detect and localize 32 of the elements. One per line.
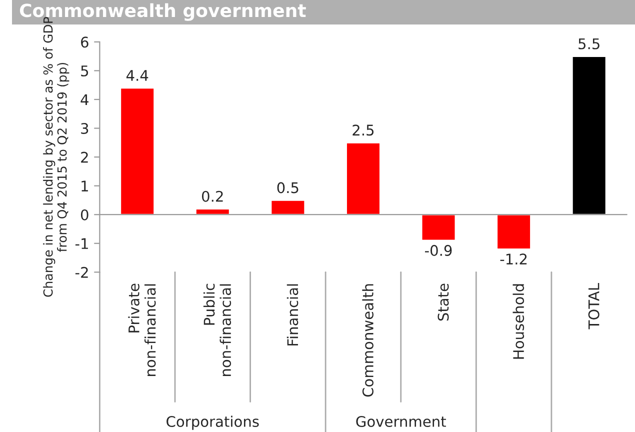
x-tick-label: Household [512,284,524,359]
bar [120,87,155,216]
text: Corporations [166,416,259,430]
bar [496,214,532,250]
x-tick-label: Financial [286,284,298,346]
bar [270,200,306,216]
bar [571,56,607,216]
data-label: 0.5 [277,182,298,194]
y-tick-label: -2 [75,266,88,278]
data-label: 2.5 [352,124,374,136]
y-tick-label: 2 [81,152,88,163]
x-tick-label: TOTAL [588,283,600,330]
x-tick-label: Private non-financial [128,284,156,376]
data-label: -0.9 [425,244,452,256]
y-tick-label: 3 [81,122,88,134]
text: Government [356,416,446,428]
bar [420,214,456,242]
data-label: 4.4 [126,70,148,81]
y-tick-label: 0 [80,209,88,220]
y-tick-label: 6 [81,36,88,48]
y-tick-label: 4 [80,94,88,106]
data-label: 5.5 [578,38,600,50]
y-tick-label: 1 [82,180,88,192]
y-tick-label: -1 [75,238,88,249]
y-tick-label: 5 [81,66,88,76]
x-tick-label: Public non-financial [203,284,232,376]
data-label: -1.2 [500,254,527,264]
bar [346,142,381,216]
x-tick-label: State [438,284,449,321]
bar [195,208,230,216]
x-tick-label: Commonwealth [362,284,374,397]
data-label: 0.2 [202,190,223,202]
